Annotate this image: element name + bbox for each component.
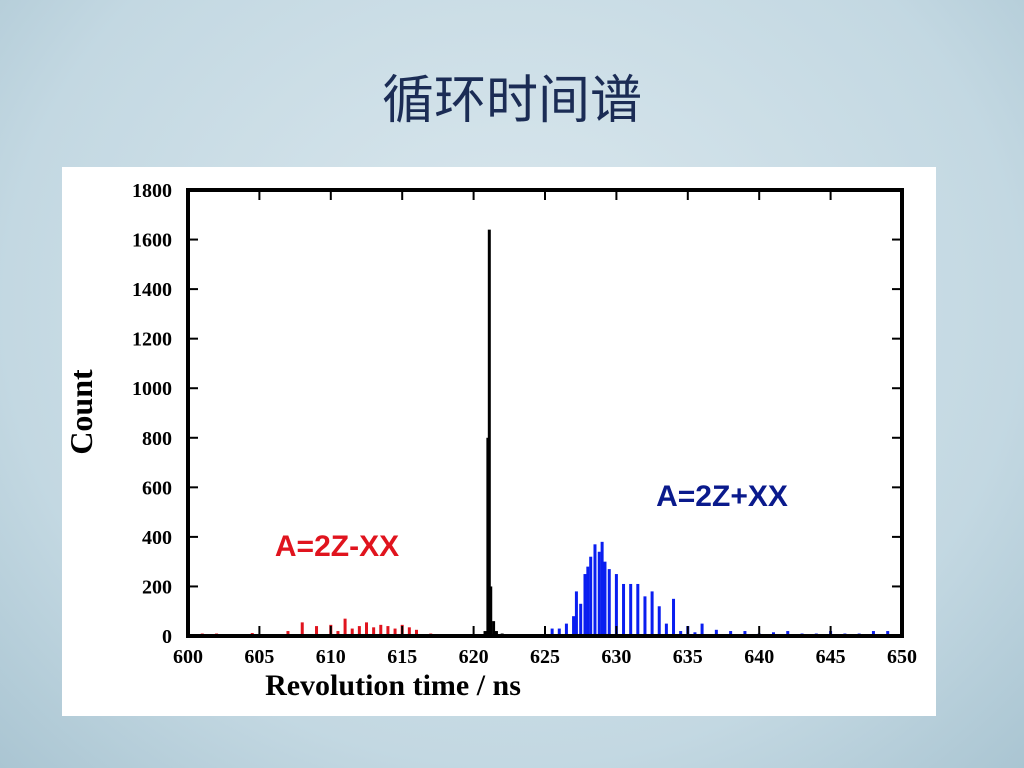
x-tick-label: 645 bbox=[816, 646, 846, 668]
bar bbox=[664, 623, 668, 636]
bar bbox=[603, 561, 607, 636]
annotation: A=2Z+XX bbox=[656, 480, 788, 513]
bar bbox=[586, 566, 590, 636]
bar bbox=[379, 624, 383, 636]
bar bbox=[365, 622, 368, 636]
bar bbox=[357, 626, 361, 636]
x-tick-label: 600 bbox=[173, 646, 203, 668]
y-tick-label: 0 bbox=[162, 626, 172, 648]
bar bbox=[672, 598, 676, 636]
bar bbox=[336, 631, 340, 636]
chart-panel: Revolution time / ns Count A=2Z-XX A=2Z+… bbox=[62, 167, 936, 716]
x-tick-label: 610 bbox=[316, 646, 346, 668]
bar bbox=[494, 631, 498, 636]
y-tick-label: 600 bbox=[142, 477, 172, 499]
bar bbox=[593, 544, 597, 636]
y-tick-label: 1400 bbox=[132, 279, 172, 301]
bar bbox=[572, 616, 576, 636]
x-axis-label: Revolution time / ns bbox=[265, 669, 521, 702]
chart: Revolution time / ns Count A=2Z-XX A=2Z+… bbox=[63, 180, 917, 702]
bar bbox=[550, 628, 554, 636]
bar bbox=[300, 622, 304, 636]
bar bbox=[579, 603, 583, 636]
y-tick-label: 1600 bbox=[132, 230, 172, 252]
bar bbox=[574, 591, 578, 636]
bar bbox=[607, 569, 611, 636]
bar bbox=[350, 628, 354, 636]
bar bbox=[492, 621, 496, 636]
x-tick-label: 630 bbox=[601, 646, 631, 668]
bar bbox=[600, 541, 604, 636]
slide-title: 循环时间谱 bbox=[381, 71, 642, 131]
plot-frame bbox=[186, 188, 904, 638]
bar bbox=[629, 583, 633, 636]
bar bbox=[393, 628, 397, 636]
y-tick-label: 400 bbox=[142, 527, 172, 549]
bar bbox=[729, 631, 733, 636]
bar bbox=[650, 591, 654, 636]
bar bbox=[315, 626, 319, 636]
bar bbox=[622, 583, 626, 636]
x-tick-label: 650 bbox=[887, 646, 917, 668]
bar bbox=[871, 631, 875, 636]
bar bbox=[414, 629, 418, 636]
bar bbox=[886, 631, 890, 636]
bar bbox=[679, 631, 683, 636]
x-tick-label: 635 bbox=[673, 646, 703, 668]
x-tick-label: 640 bbox=[744, 646, 774, 668]
bar bbox=[483, 631, 487, 636]
bar bbox=[743, 631, 747, 636]
bar bbox=[489, 586, 493, 636]
bar bbox=[636, 583, 640, 636]
bar bbox=[583, 574, 587, 636]
x-tick-label: 615 bbox=[387, 646, 417, 668]
y-tick-label: 200 bbox=[142, 576, 172, 598]
y-tick-label: 1200 bbox=[132, 329, 172, 351]
bar bbox=[343, 618, 347, 636]
y-tick-label: 1800 bbox=[132, 180, 172, 202]
annotation: A=2Z-XX bbox=[275, 530, 399, 563]
bar bbox=[487, 229, 491, 636]
x-tick-label: 605 bbox=[244, 646, 274, 668]
bar bbox=[564, 623, 568, 636]
bar bbox=[372, 627, 376, 636]
x-tick-label: 620 bbox=[459, 646, 489, 668]
bar bbox=[589, 556, 593, 636]
y-axis-label: Count bbox=[63, 369, 99, 455]
bar bbox=[557, 628, 561, 636]
bar bbox=[614, 574, 618, 636]
bar bbox=[657, 606, 661, 636]
bar bbox=[643, 596, 647, 636]
bar bbox=[407, 627, 411, 636]
bar bbox=[786, 631, 790, 636]
y-tick-label: 800 bbox=[142, 428, 172, 450]
bar bbox=[714, 629, 718, 636]
bar bbox=[700, 623, 704, 636]
bar bbox=[286, 631, 290, 636]
y-tick-label: 1000 bbox=[132, 378, 172, 400]
x-tick-label: 625 bbox=[530, 646, 560, 668]
bar bbox=[386, 626, 390, 636]
bar bbox=[597, 551, 601, 636]
